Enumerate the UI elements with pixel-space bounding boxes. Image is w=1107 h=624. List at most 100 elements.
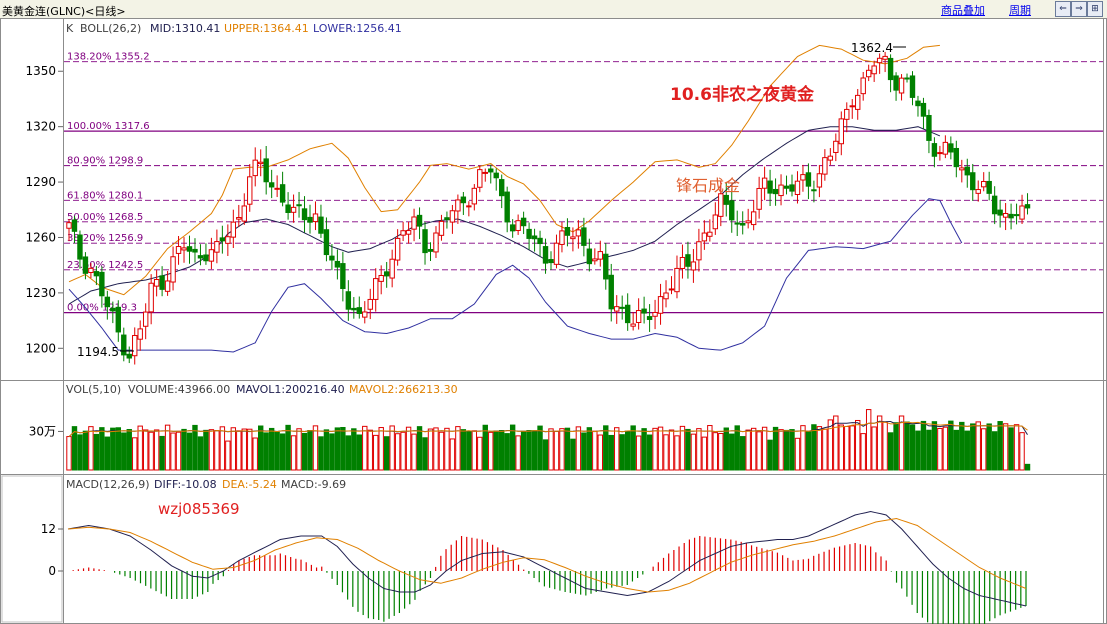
candle-body	[148, 282, 154, 313]
candle-body	[219, 237, 226, 242]
candle-body	[471, 187, 478, 205]
candle-body	[274, 187, 280, 190]
y-tick-label: 1350	[25, 64, 56, 78]
volume-bar	[504, 433, 510, 471]
volume-bar	[745, 429, 751, 471]
candle-body	[981, 181, 987, 188]
candle-body	[192, 248, 198, 253]
candle-body	[340, 263, 346, 290]
fib-label: 0.00% 1219.3	[67, 303, 137, 314]
candle-body	[805, 172, 812, 187]
boll-mid-line	[68, 126, 941, 305]
nav-left-button[interactable]: ⇐	[1055, 1, 1071, 17]
candle-body	[334, 260, 341, 268]
y-tick-label: 1320	[25, 120, 56, 134]
volume-bar	[898, 415, 905, 471]
candle-body	[696, 241, 702, 261]
macd-label: MACD(12,26,9)	[66, 478, 150, 491]
volume-bar	[93, 433, 100, 471]
candle-body	[959, 167, 965, 171]
overlay-commodity-link[interactable]: 商品叠加	[941, 4, 985, 17]
candle-body	[466, 205, 472, 208]
volume-bar	[137, 425, 143, 471]
volume-bar	[362, 425, 368, 471]
candle-body	[635, 310, 642, 323]
candle-body	[794, 180, 801, 195]
candle-body	[937, 152, 943, 155]
volume-bar	[630, 425, 636, 471]
volume-bar	[197, 436, 204, 471]
candles	[66, 51, 1031, 365]
candle-body	[559, 230, 565, 245]
candle-body	[844, 108, 850, 120]
candle-body	[433, 232, 439, 253]
volume-bars	[66, 409, 1031, 471]
volume-bar	[433, 427, 439, 471]
volume-bar	[88, 426, 94, 471]
volume-bar	[285, 424, 291, 471]
watermark-text: wzj085369	[158, 500, 240, 518]
candle-body	[345, 291, 352, 310]
volume-bar	[981, 428, 987, 471]
macd-header: MACD(12,26,9) DIFF:-10.08 DEA:-5.24 MACD…	[66, 478, 346, 491]
candle-body	[964, 166, 970, 176]
volume-bar	[838, 424, 844, 471]
volume-bar	[559, 428, 565, 471]
zoom-in-button[interactable]: ⊞	[1087, 1, 1103, 17]
volume-bar	[77, 434, 83, 471]
volume-bar	[904, 421, 910, 471]
volume-bar	[471, 430, 478, 471]
volume-bar	[345, 435, 352, 471]
candle-body	[88, 267, 94, 274]
macd-tick-label: 12	[41, 522, 56, 536]
volume-bar	[608, 434, 614, 471]
volume-bar	[931, 421, 938, 471]
candle-body	[586, 248, 593, 265]
volume-bar	[833, 415, 839, 471]
volume-bar	[422, 437, 428, 471]
volume-bar	[909, 424, 916, 471]
y-tick-label: 1260	[25, 230, 56, 244]
volume-bar	[318, 436, 324, 471]
candle-body	[893, 75, 899, 91]
candle-body	[827, 155, 834, 161]
candle-body	[729, 200, 735, 221]
volume-bar	[449, 438, 456, 471]
candle-body	[164, 280, 171, 292]
candle-body	[931, 143, 938, 157]
candle-body	[394, 237, 401, 261]
nav-right-button[interactable]: ⇒	[1071, 1, 1087, 17]
kline-chart[interactable]: K BOLL(26,2) MID:1310.41 UPPER:1364.41 L…	[0, 18, 1107, 624]
volume-bar	[564, 427, 571, 471]
candle-body	[663, 292, 669, 300]
candle-body	[175, 246, 182, 254]
candle-body	[898, 77, 905, 94]
y-tick-label: 1230	[25, 286, 56, 300]
volume-bar	[71, 426, 78, 471]
candle-body	[389, 258, 395, 279]
volume-bar	[586, 427, 593, 471]
candle-body	[904, 77, 910, 80]
candle-body	[570, 236, 576, 240]
period-link[interactable]: 周期	[1009, 4, 1031, 17]
volume-bar	[1024, 463, 1031, 471]
candle-body	[789, 184, 795, 192]
volume-bar	[844, 425, 850, 471]
candle-body	[674, 267, 680, 293]
candle-body	[416, 214, 423, 227]
annotations: 10.6非农之夜黄金 锋石成金 1362.4 1194.5 wzj085369	[77, 41, 906, 518]
candle-body	[285, 204, 291, 213]
candle-body	[422, 229, 428, 254]
candle-body	[208, 249, 215, 262]
volume-bar	[482, 424, 488, 471]
vol-tick-label: 30万	[29, 424, 56, 438]
candle-body	[460, 196, 467, 204]
candle-body	[553, 242, 560, 265]
candle-body	[657, 296, 664, 314]
volume-bar	[750, 427, 757, 471]
volume-bar	[942, 426, 949, 471]
volume-bar	[800, 425, 806, 471]
volume-bar	[411, 433, 417, 471]
volume-bar	[816, 426, 823, 471]
candle-body	[822, 157, 828, 175]
